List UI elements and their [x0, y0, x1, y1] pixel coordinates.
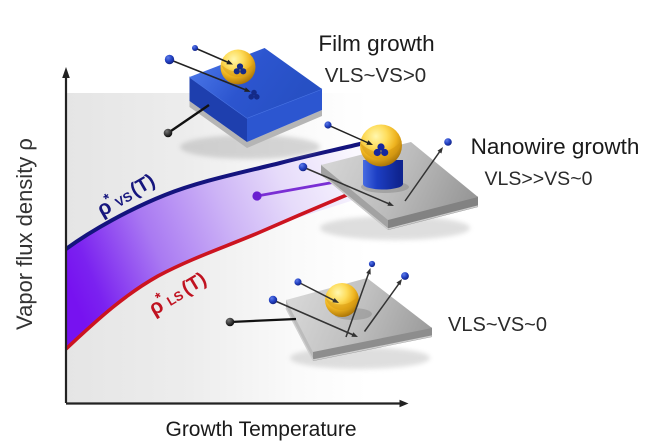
svg-text:VLS>>VS~0: VLS>>VS~0 — [485, 168, 593, 190]
svg-text:Growth Temperature: Growth Temperature — [165, 418, 356, 441]
svg-text:VLS~VS>0: VLS~VS>0 — [325, 64, 426, 87]
svg-text:VLS~VS~0: VLS~VS~0 — [448, 314, 547, 336]
svg-text:LS: LS — [164, 287, 186, 309]
svg-text:Film growth: Film growth — [318, 31, 434, 56]
svg-text:Vapor flux density ρ: Vapor flux density ρ — [12, 138, 37, 330]
svg-text:Nanowire growth: Nanowire growth — [471, 134, 640, 159]
